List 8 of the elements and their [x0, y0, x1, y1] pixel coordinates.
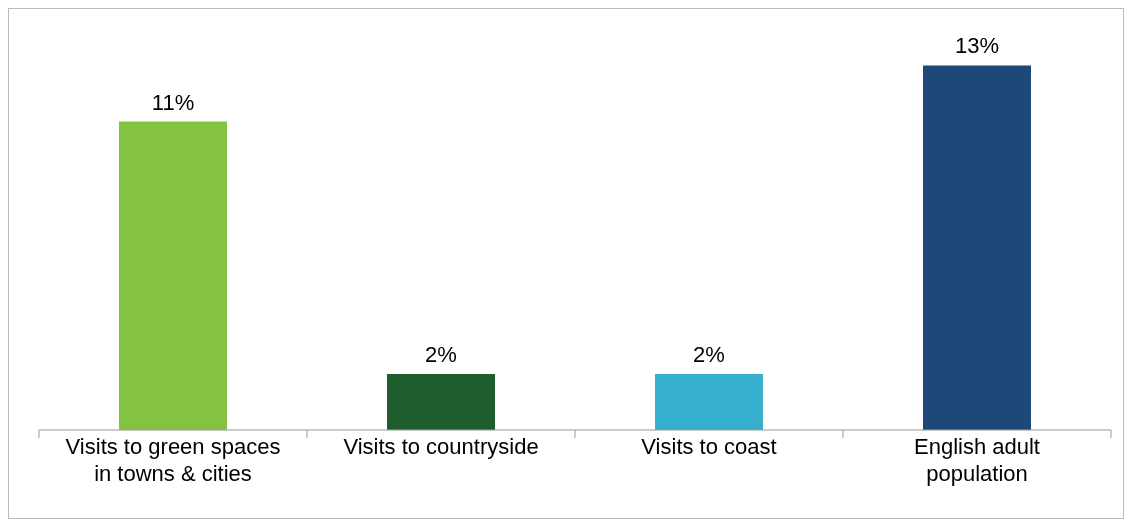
x-tick-label: English adult population [914, 434, 1040, 486]
x-tick-label: Visits to countryside [343, 434, 539, 459]
data-label: 2% [693, 341, 725, 367]
data-label: 2% [425, 341, 457, 367]
x-tick-label: Visits to green spaces in towns & cities [65, 434, 281, 486]
x-tick-label: Visits to coast [641, 434, 777, 459]
data-label: 13% [954, 33, 1000, 59]
data-label: 11% [151, 89, 195, 115]
